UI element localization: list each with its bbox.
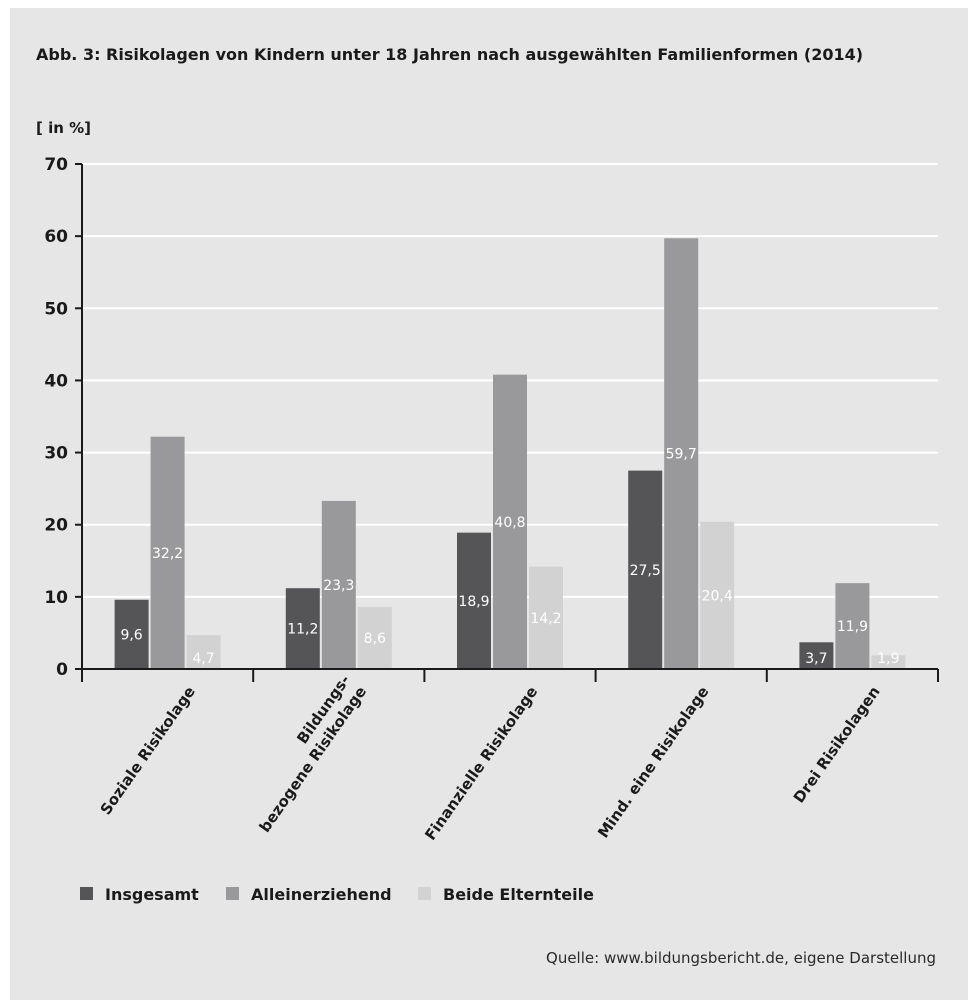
data-label: 23,3 [323, 578, 354, 594]
legend-swatch [226, 887, 239, 900]
bar [871, 655, 906, 669]
data-label: 14,2 [530, 611, 561, 627]
bar [150, 436, 185, 669]
data-label: 4,7 [192, 651, 214, 667]
x-tick-label-line: Drei Risikolagen [790, 683, 884, 806]
bar [799, 642, 834, 669]
x-tick-label: Mind. eine Risikolage [594, 683, 712, 841]
y-tick-label: 50 [44, 299, 68, 319]
x-tick-label-line: Soziale Risikolage [97, 683, 199, 818]
data-label: 8,6 [364, 631, 386, 647]
bar [114, 599, 149, 669]
data-label: 40,8 [494, 515, 525, 531]
source-note: Quelle: www.bildungsbericht.de, eigene D… [546, 949, 936, 967]
bar [835, 583, 870, 669]
bar [457, 532, 491, 669]
data-label: 3,7 [805, 651, 827, 667]
x-tick-label-line: bezogene Risikolage [256, 683, 370, 836]
bar [357, 606, 392, 669]
legend-label: Beide Elternteile [443, 885, 594, 904]
chart-panel: Abb. 3: Risikolagen von Kindern unter 18… [10, 8, 968, 1000]
y-tick-label: 10 [44, 588, 68, 608]
y-tick-label: 20 [44, 516, 68, 536]
data-label: 11,9 [837, 619, 868, 635]
bar [285, 588, 320, 669]
bar [529, 566, 563, 669]
y-tick-label: 60 [44, 227, 68, 247]
bar [628, 470, 663, 669]
bar [321, 500, 356, 669]
chart-svg: Abb. 3: Risikolagen von Kindern unter 18… [36, 45, 939, 967]
data-label: 27,5 [630, 563, 661, 579]
data-label: 20,4 [702, 588, 733, 604]
x-tick-label: Finanzielle Risikolage [421, 683, 541, 844]
y-tick-label: 40 [44, 371, 68, 391]
chart-title: Abb. 3: Risikolagen von Kindern unter 18… [36, 45, 863, 64]
bar [664, 238, 699, 670]
bar [186, 635, 221, 669]
data-label: 18,9 [458, 594, 489, 610]
legend: Insgesamt Alleinerziehend Beide Elternteil… [80, 885, 594, 904]
bar [493, 374, 527, 669]
x-tick-label: Drei Risikolagen [790, 683, 884, 806]
legend-label: Alleinerziehend [251, 885, 392, 904]
y-tick-label: 0 [56, 660, 68, 680]
y-tick-label: 30 [44, 444, 68, 464]
x-tick-label: Bildungs-bezogene Risikolage [256, 671, 370, 836]
x-tick-label-line: Finanzielle Risikolage [421, 683, 541, 844]
legend-label: Insgesamt [105, 885, 199, 904]
bars: 9,6 32,2 4,7 11,2 23,3 8,6 18,9 40,8 14,2 27,5 59,… [114, 238, 906, 670]
data-label: 1,9 [877, 651, 899, 667]
legend-swatch [418, 887, 431, 900]
legend-swatch [80, 887, 93, 900]
x-tick-label-line: Mind. eine Risikolage [594, 683, 712, 841]
y-axis-unit-label: [ in %] [36, 119, 91, 137]
data-label: 32,2 [152, 546, 183, 562]
data-label: 59,7 [666, 447, 697, 463]
x-tick-label: Soziale Risikolage [97, 683, 199, 818]
data-label: 11,2 [287, 622, 318, 638]
data-label: 9,6 [120, 627, 142, 643]
y-tick-label: 70 [44, 155, 68, 175]
bar [700, 521, 735, 669]
